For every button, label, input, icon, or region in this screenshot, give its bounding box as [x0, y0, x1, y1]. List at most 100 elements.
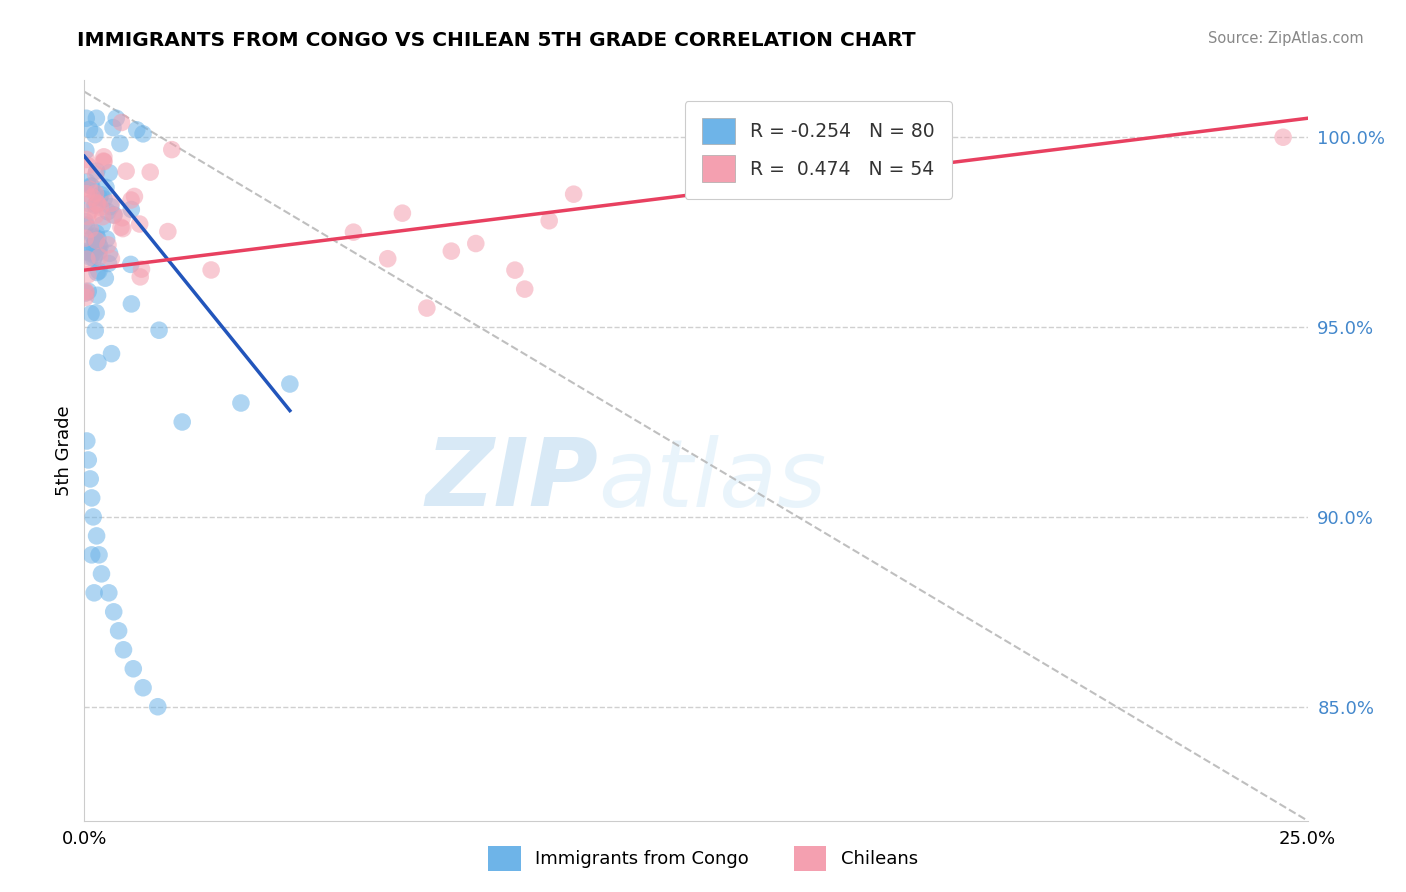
Point: [87, 264, 110, 278]
Point: [124, 189, 146, 203]
Point: [391, 206, 413, 220]
Point: [82, 229, 104, 244]
Point: [101, 120, 124, 135]
Point: [128, 217, 150, 231]
Point: [131, 262, 153, 277]
Point: [172, 415, 194, 429]
Point: [93, 154, 115, 169]
Point: [1272, 130, 1295, 145]
Point: [103, 208, 125, 222]
Legend: R = -0.254   N = 80, R =  0.474   N = 54: R = -0.254 N = 80, R = 0.474 N = 54: [685, 101, 952, 199]
Point: [100, 196, 122, 211]
Point: [200, 263, 222, 277]
Point: [120, 297, 142, 311]
Point: [100, 200, 122, 214]
Point: [76, 175, 98, 189]
Point: [139, 165, 162, 179]
Point: [87, 355, 110, 369]
Point: [156, 225, 179, 239]
Point: [97, 256, 120, 270]
Point: [91, 210, 114, 224]
Point: [89, 240, 111, 254]
Point: [79, 222, 101, 236]
Point: [110, 115, 132, 129]
Point: [105, 112, 128, 126]
Point: [464, 236, 486, 251]
Point: [110, 220, 132, 235]
Point: [87, 244, 110, 259]
Point: [94, 271, 117, 285]
Point: [148, 323, 170, 337]
Point: [75, 285, 97, 300]
Point: [103, 208, 125, 222]
Point: [76, 252, 98, 267]
Point: [75, 244, 97, 259]
Point: [90, 566, 112, 581]
Point: [86, 266, 108, 280]
Point: [87, 548, 110, 562]
Point: [103, 605, 125, 619]
Point: [111, 221, 134, 235]
Point: [84, 186, 107, 201]
Point: [83, 248, 105, 262]
Point: [75, 144, 97, 158]
Point: [76, 210, 98, 224]
Point: [82, 230, 104, 244]
Point: [146, 699, 169, 714]
Point: [132, 127, 155, 141]
Point: [82, 238, 104, 252]
Point: [132, 681, 155, 695]
Point: [562, 187, 585, 202]
Point: [83, 128, 105, 142]
Point: [100, 252, 122, 266]
Point: [80, 548, 103, 562]
Point: [160, 143, 183, 157]
Point: [86, 529, 108, 543]
Point: [84, 306, 107, 320]
Point: [75, 285, 97, 300]
Point: [75, 112, 97, 126]
Point: [107, 624, 129, 638]
Point: [80, 491, 103, 505]
Point: [111, 211, 134, 225]
Point: [77, 284, 100, 298]
Point: [76, 153, 98, 167]
Point: [108, 136, 131, 151]
Point: [513, 282, 536, 296]
Point: [94, 180, 117, 194]
Point: [89, 200, 111, 214]
Point: [84, 168, 107, 182]
Point: [87, 232, 110, 246]
Point: [86, 164, 108, 178]
Point: [120, 193, 142, 207]
Point: [76, 434, 98, 448]
Point: [86, 112, 108, 126]
Point: [77, 245, 100, 260]
Point: [75, 186, 97, 201]
Point: [82, 190, 104, 204]
Point: [97, 204, 120, 219]
Point: [79, 251, 101, 265]
Point: [440, 244, 463, 259]
Point: [91, 218, 114, 232]
Point: [98, 166, 121, 180]
Text: IMMIGRANTS FROM CONGO VS CHILEAN 5TH GRADE CORRELATION CHART: IMMIGRANTS FROM CONGO VS CHILEAN 5TH GRA…: [77, 31, 915, 50]
Point: [80, 179, 103, 194]
Point: [125, 123, 148, 137]
Point: [229, 396, 252, 410]
Point: [129, 269, 152, 284]
Point: [80, 307, 103, 321]
Point: [84, 234, 107, 248]
Point: [86, 195, 108, 210]
Point: [89, 250, 111, 264]
Point: [79, 178, 101, 193]
Point: [83, 252, 105, 266]
Point: [93, 154, 115, 169]
Point: [278, 377, 301, 392]
Point: [79, 203, 101, 218]
Point: [87, 238, 110, 252]
Point: [377, 252, 399, 266]
Text: ZIP: ZIP: [425, 434, 598, 526]
Point: [342, 225, 364, 239]
Point: [112, 642, 135, 657]
